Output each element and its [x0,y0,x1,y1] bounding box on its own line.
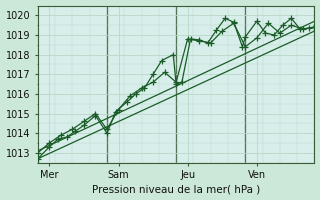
X-axis label: Pression niveau de la mer( hPa ): Pression niveau de la mer( hPa ) [92,184,260,194]
